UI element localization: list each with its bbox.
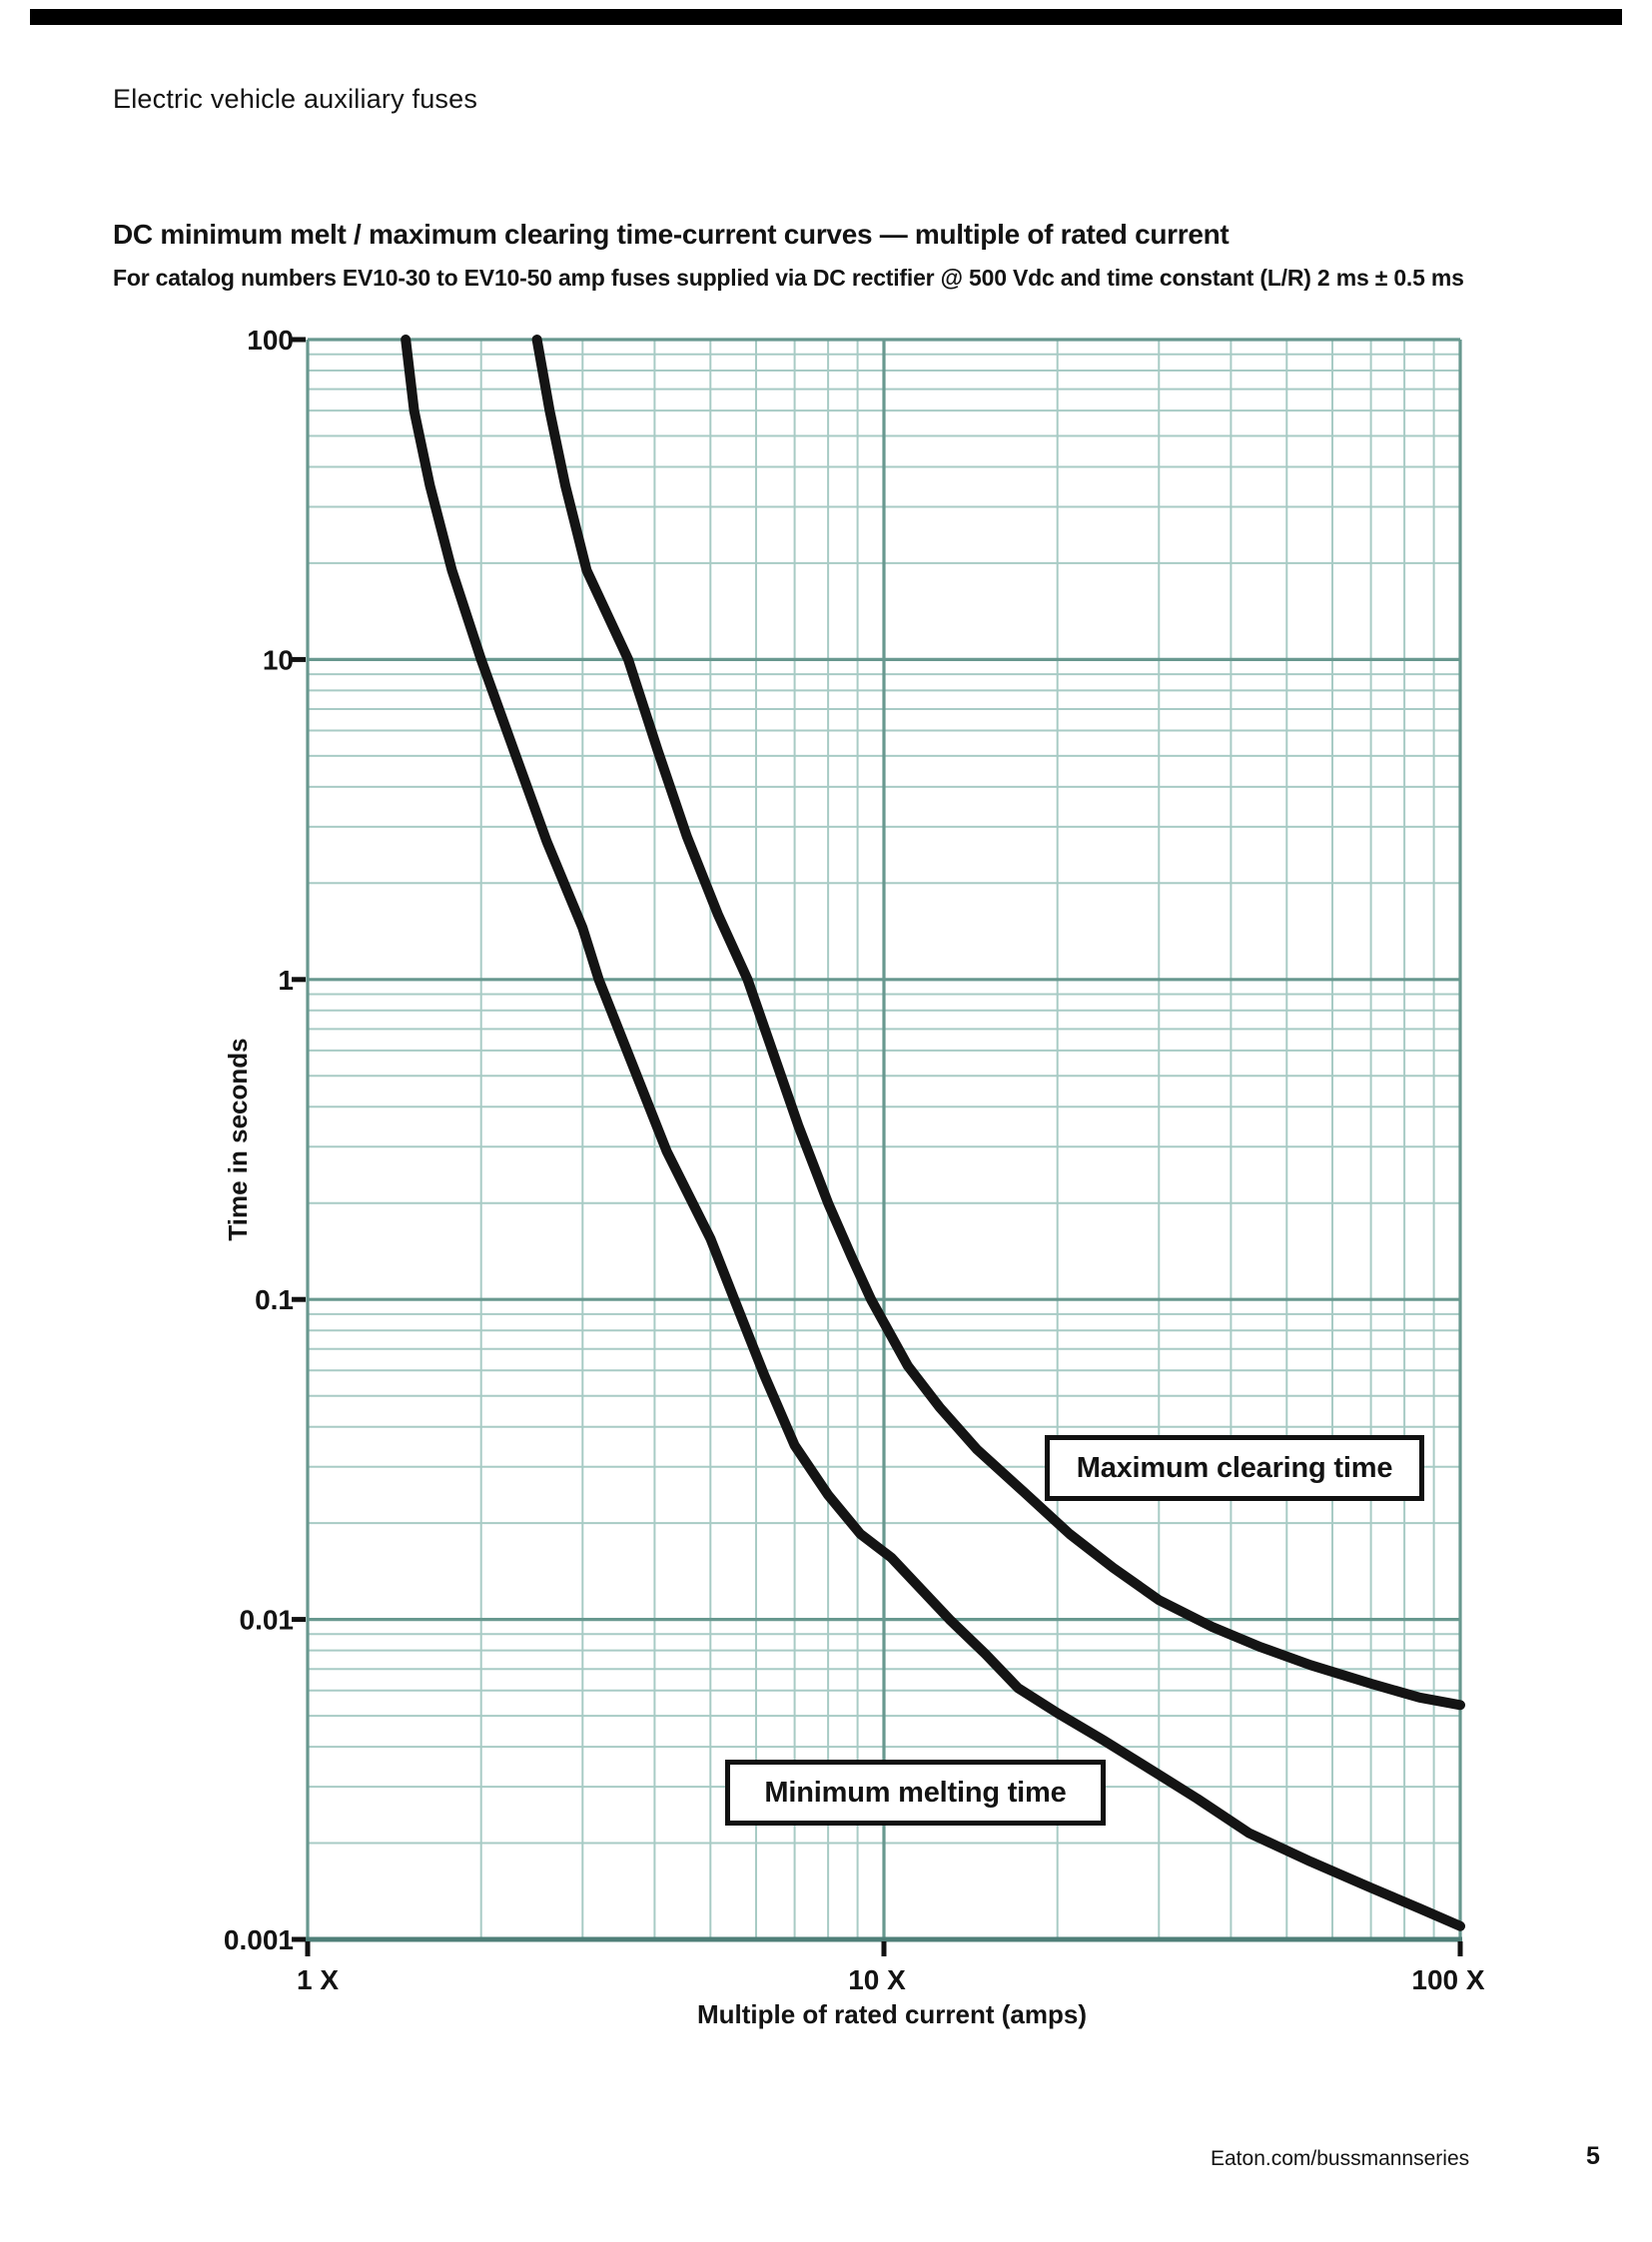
- header-rule-bar: [30, 9, 1622, 25]
- curve-maximum-clearing-time: [531, 335, 1465, 1711]
- x-tick-label: 10 X: [848, 1964, 906, 1995]
- x-axis-title: Multiple of rated current (amps): [697, 1999, 1087, 2029]
- footer-page-number: 5: [1586, 2142, 1600, 2170]
- footer-url: Eaton.com/bussmannseries: [1211, 2147, 1470, 2170]
- max-clearing-label: Maximum clearing time: [1076, 1451, 1393, 1484]
- x-tick-label: 1 X: [297, 1964, 339, 1995]
- y-axis-title: Time in seconds: [223, 1038, 253, 1240]
- y-tick-label: 100: [247, 325, 294, 356]
- x-tick-label: 100 X: [1411, 1964, 1484, 1995]
- y-tick-label: 0.01: [240, 1605, 295, 1636]
- y-tick-label: 0.001: [224, 1924, 294, 1955]
- min-melting-label-box: Minimum melting time: [725, 1760, 1106, 1826]
- y-tick-label: 10: [263, 644, 294, 675]
- y-tick-label: 1: [278, 965, 294, 996]
- curve-minimum-melting-time: [401, 335, 1465, 1931]
- max-clearing-label-box: Maximum clearing time: [1045, 1435, 1424, 1501]
- min-melting-label: Minimum melting time: [764, 1776, 1067, 1809]
- chart-title: DC minimum melt / maximum clearing time-…: [113, 219, 1230, 250]
- y-tick-label: 0.1: [255, 1284, 294, 1315]
- page-header: Electric vehicle auxiliary fuses: [113, 84, 478, 114]
- chart-subtitle: For catalog numbers EV10-30 to EV10-50 a…: [113, 265, 1464, 291]
